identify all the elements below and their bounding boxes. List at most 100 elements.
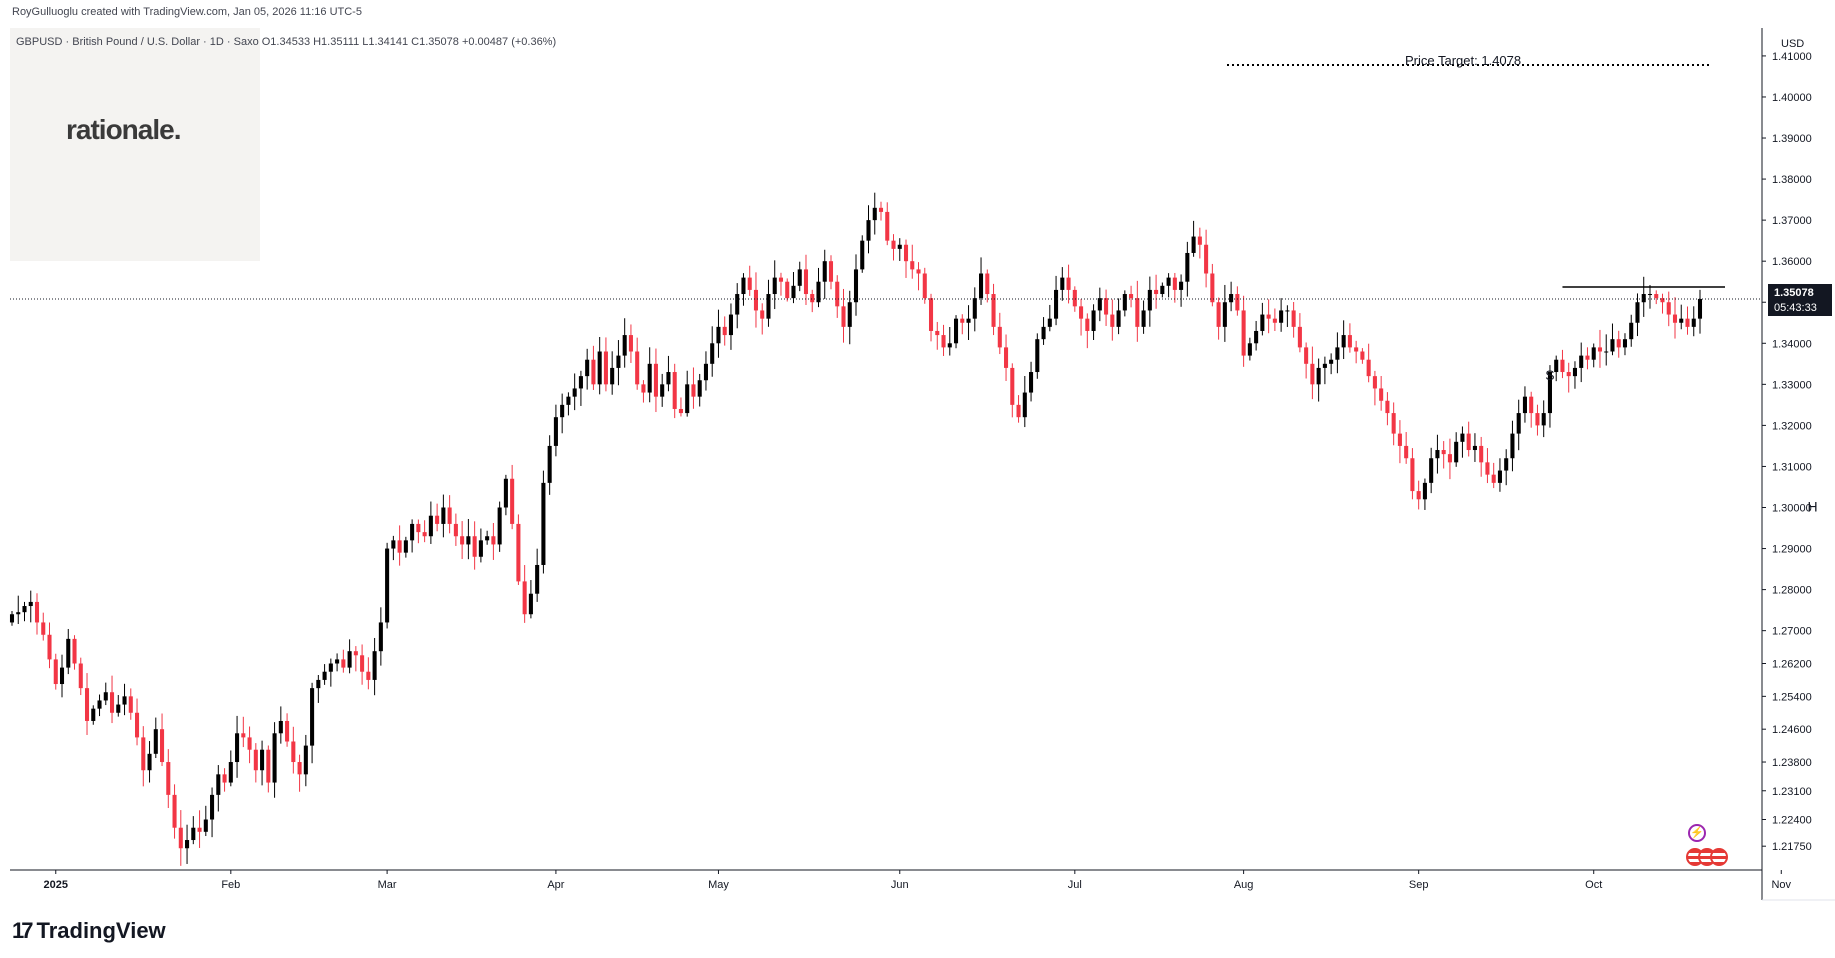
candle-body	[9, 614, 15, 623]
candle-body	[1341, 335, 1346, 348]
candle-body	[203, 819, 208, 832]
candle	[1041, 317, 1046, 345]
candle-body	[672, 372, 677, 409]
y-tick-label: 1.37000	[1772, 215, 1812, 227]
candle-body	[1147, 289, 1152, 311]
candle	[122, 683, 127, 716]
candle	[797, 261, 802, 292]
candle	[297, 754, 302, 792]
candle	[1210, 263, 1215, 307]
candle-body	[1172, 277, 1177, 290]
candle	[247, 726, 252, 764]
candle-body	[585, 359, 590, 377]
candle-body	[453, 523, 458, 537]
pattern-label: S	[1545, 367, 1554, 383]
candle	[416, 519, 421, 544]
candle-body	[591, 359, 596, 385]
candle	[203, 805, 208, 837]
tradingview-brand: TradingView	[36, 918, 166, 943]
candle-body	[391, 540, 396, 549]
candle	[1135, 280, 1140, 342]
candle	[897, 238, 902, 261]
candle	[210, 787, 215, 838]
candle-body	[34, 601, 40, 623]
candle-body	[478, 540, 483, 557]
candle	[1079, 299, 1084, 336]
candle	[822, 249, 827, 299]
candle	[353, 646, 358, 672]
candle	[397, 525, 402, 566]
candle-body	[1179, 281, 1184, 290]
candle-body	[1604, 351, 1609, 353]
candle	[1316, 358, 1321, 402]
candle	[1660, 293, 1665, 314]
candle	[653, 348, 658, 413]
candle-body	[1416, 491, 1421, 500]
candle-body	[710, 343, 715, 364]
candle-body	[66, 638, 71, 668]
candle	[28, 590, 33, 623]
candle	[1322, 356, 1327, 385]
candle	[1404, 432, 1409, 464]
y-tick-label: 1.40000	[1772, 92, 1812, 104]
x-tick-label: Jul	[1068, 879, 1082, 891]
candle	[1235, 286, 1240, 316]
candle-body	[1497, 470, 1502, 483]
candle	[891, 234, 896, 261]
candle-body	[109, 692, 115, 713]
candle-body	[1010, 367, 1015, 405]
candle-body	[360, 655, 365, 672]
lightning-icon[interactable]: ⚡	[1688, 824, 1706, 842]
candle	[828, 255, 834, 290]
candle	[853, 254, 859, 316]
candle-body	[516, 523, 521, 582]
candle	[641, 380, 646, 403]
candle-body	[472, 536, 477, 557]
candle	[922, 267, 927, 304]
currency-label[interactable]: USD	[1781, 38, 1805, 50]
candle	[1697, 289, 1703, 334]
candle	[1154, 274, 1159, 309]
candle-body	[816, 281, 821, 303]
candle	[1047, 304, 1052, 332]
last-price-value: 1.35078	[1774, 287, 1814, 299]
candle	[1366, 343, 1371, 383]
candle-body	[1679, 318, 1684, 323]
candle	[316, 674, 321, 703]
candle-body	[172, 794, 177, 828]
candle-body	[241, 733, 246, 738]
candle	[1422, 478, 1427, 510]
us-flag-icon[interactable]	[1686, 848, 1732, 866]
candle-body	[460, 536, 465, 545]
candle	[485, 530, 490, 545]
candle-body	[578, 376, 583, 389]
candle	[778, 272, 784, 296]
candle-body	[1022, 392, 1027, 418]
y-tick-label: 1.26200	[1772, 659, 1812, 671]
tradingview-mark-icon: 17	[12, 918, 34, 943]
y-tick-label: 1.21750	[1772, 841, 1812, 853]
candle-body	[222, 774, 227, 783]
candle	[710, 326, 715, 377]
candle-body	[547, 445, 552, 483]
candle	[1072, 286, 1077, 312]
tradingview-logo[interactable]: 17 TradingView	[12, 918, 166, 944]
candle-body	[510, 478, 515, 524]
candle-body	[528, 593, 533, 615]
candle	[753, 272, 759, 328]
candle-body	[1160, 285, 1165, 295]
candle-body	[1616, 339, 1621, 348]
candle	[1329, 353, 1334, 375]
candle-body	[335, 659, 340, 664]
symbol-legend[interactable]: GBPUSD · British Pound / U.S. Dollar · 1…	[16, 36, 557, 48]
candle	[191, 816, 196, 845]
candle-body	[1429, 458, 1434, 483]
y-tick-label: 1.34000	[1772, 338, 1812, 350]
candle-body	[1185, 252, 1190, 282]
candles	[9, 192, 1703, 866]
candle-body	[1691, 318, 1696, 327]
candle	[72, 635, 77, 670]
candle	[328, 658, 333, 687]
byline: RoyGulluoglu created with TradingView.co…	[12, 6, 362, 18]
